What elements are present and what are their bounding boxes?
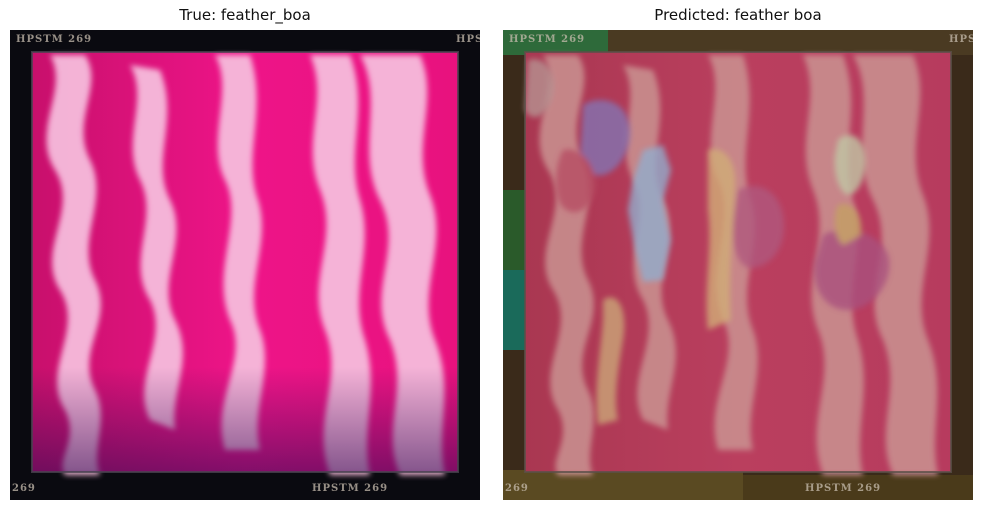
predicted-label-title: Predicted: feather boa <box>654 6 822 24</box>
segment-region <box>743 475 973 500</box>
photo-stamp: 269 <box>505 483 529 494</box>
segmentation-overlay <box>503 30 973 500</box>
segment-region <box>555 149 596 213</box>
true-label-panel: True: feather_boa <box>10 0 480 510</box>
feather-strand <box>853 55 938 475</box>
segment-region <box>596 297 625 425</box>
segment-region <box>706 149 736 330</box>
photo-stamp: HPS <box>456 34 480 45</box>
photo-stamp: HPSTM 269 <box>805 483 882 494</box>
segment-region <box>503 270 525 350</box>
explanation-overlay-image: HPSTM 269 HPS 269 HPSTM 269 <box>503 30 973 500</box>
segment-region <box>503 30 608 55</box>
original-image: HPSTM 269 HPS 269 HPSTM 269 <box>10 30 480 500</box>
segment-region <box>503 470 743 500</box>
segment-region <box>834 135 866 195</box>
photo-stamp: 269 <box>12 483 36 494</box>
photo-stamp: HPSTM 269 <box>509 34 586 45</box>
segment-region <box>503 190 525 270</box>
segment-region <box>834 204 862 245</box>
segment-region <box>628 145 671 282</box>
segment-region <box>608 30 973 55</box>
segment-region <box>580 100 631 176</box>
photo-stamp: HPSTM 269 <box>312 483 389 494</box>
photo-stamp: HPS <box>949 34 973 45</box>
segment-region <box>732 186 784 269</box>
photo-stamp: HPSTM 269 <box>16 34 93 45</box>
feather-boa-photo <box>10 30 480 500</box>
predicted-label-panel: Predicted: feather boa <box>503 0 973 510</box>
segment-region <box>814 230 890 310</box>
segment-region <box>525 59 554 118</box>
true-label-title: True: feather_boa <box>179 6 311 24</box>
